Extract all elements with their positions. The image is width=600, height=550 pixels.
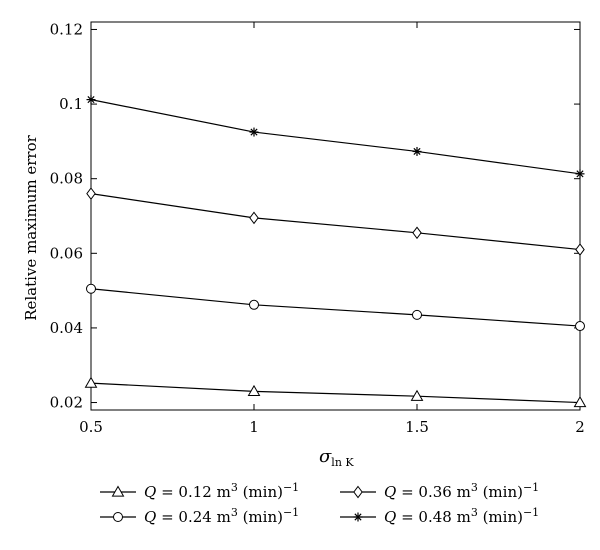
y-tick-label: 0.12 [50,20,83,38]
data-point-diamond [412,226,422,240]
legend-sup: −1 [283,506,299,519]
series-line [90,193,581,251]
series-triangle [84,376,587,408]
legend-marker-diamond [353,485,363,499]
x-tick-label: 1 [249,418,259,436]
data-point-triangle [573,396,587,408]
series-line [90,288,581,327]
data-point-diamond [86,187,96,200]
y-axis: 0.02 0.04 0.06 0.08 0.1 0.12 [50,20,580,412]
legend-item-diamond: Q = 0.36 m3 (min)−1 [340,481,539,501]
x-tick-label: 0.5 [79,418,103,436]
plot-border [90,21,581,411]
x-tick-label: 1.5 [405,418,429,436]
legend-marker-triangle [111,485,125,497]
legend-value: = 0.24 m [156,508,231,526]
legend-item-star: Q = 0.48 m3 (min)−1 [340,506,539,526]
y-tick-label: 0.02 [50,394,83,412]
x-tick-label: 2 [575,418,585,436]
x-axis: 0.5 1 1.5 2 [79,22,585,436]
legend-label: Q = 0.12 m3 (min)−1 [144,481,299,501]
legend-q: Q [144,508,156,526]
data-point-triangle [84,376,98,388]
legend-unit: (min) [478,483,523,501]
data-point-triangle [410,389,424,401]
legend-sup: 3 [231,506,238,519]
legend-unit: (min) [238,508,283,526]
legend-item-triangle: Q = 0.12 m3 (min)−1 [100,481,299,501]
star-stroke [576,170,584,178]
legend-sup: 3 [231,481,238,494]
legend-value: = 0.48 m [396,508,471,526]
y-axis-label: Relative maximum error [22,134,40,320]
star-stroke [413,147,421,156]
y-tick-label: 0.04 [50,319,83,337]
data-point-star [412,146,422,156]
legend-label: Q = 0.36 m3 (min)−1 [384,481,539,501]
data-point-diamond [575,243,585,256]
data-point-star [575,169,585,179]
legend-unit: (min) [478,508,523,526]
legend-value: = 0.36 m [396,483,471,501]
legend-label: Q = 0.24 m3 (min)−1 [144,506,299,526]
star-stroke [87,96,95,104]
data-point-circle [249,299,259,310]
data-point-triangle [247,384,261,396]
series-circle [86,283,585,332]
legend-marker-star [353,512,363,522]
plot-area [90,21,581,411]
legend-q: Q [144,483,156,501]
data-point-diamond [249,211,259,225]
data-point-circle [412,309,422,320]
x-axis-label-subscript: ln K [331,456,354,469]
legend-item-circle: Q = 0.24 m3 (min)−1 [100,506,299,526]
series-layer [84,95,587,408]
legend-q: Q [384,483,396,501]
data-point-star [86,95,96,105]
x-axis-label-symbol: σ [319,446,332,467]
legend-marker-circle [113,512,123,522]
data-point-circle [86,283,96,294]
star-stroke [250,128,258,136]
series-line [90,99,581,175]
series-star [86,95,585,179]
y-tick-label: 0.08 [50,170,83,188]
y-tick-label: 0.1 [59,95,83,113]
legend-value: = 0.12 m [156,483,231,501]
y-tick-label: 0.06 [50,244,83,262]
series-line [90,382,581,404]
star-stroke [354,513,362,521]
data-point-circle [575,321,585,332]
legend-sup: −1 [283,481,299,494]
data-point-star [249,127,259,137]
legend-q: Q [384,508,396,526]
legend-sup: 3 [471,506,478,519]
series-diamond [86,187,585,256]
legend-sup: −1 [523,506,539,519]
legend-unit: (min) [238,483,283,501]
legend-sup: −1 [523,481,539,494]
x-axis-label: σln K [319,446,354,469]
legend: Q = 0.12 m3 (min)−1 Q = 0.36 m3 (min)−1Q … [100,481,539,526]
legend-sup: 3 [471,481,478,494]
legend-label: Q = 0.48 m3 (min)−1 [384,506,539,526]
